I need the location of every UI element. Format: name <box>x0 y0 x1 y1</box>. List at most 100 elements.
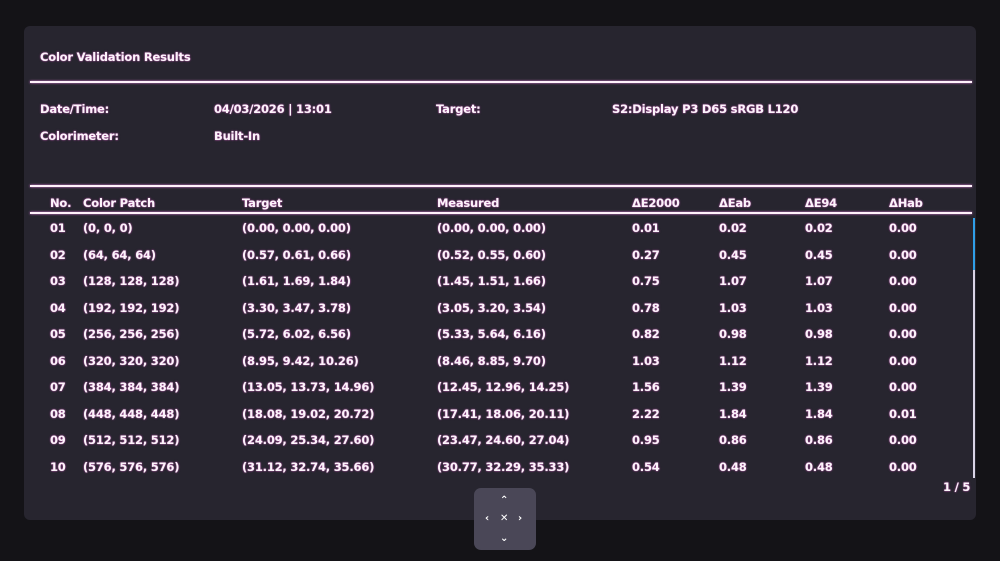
table-cell: (12.45, 12.96, 14.25) <box>437 380 570 394</box>
table-cell: 1.12 <box>719 353 747 368</box>
table-cell: 2.22 <box>632 406 660 421</box>
table-cell: 0.00 <box>889 459 917 474</box>
table-cell: (8.46, 8.85, 9.70) <box>437 353 546 368</box>
table-cell: 0.54 <box>632 459 660 474</box>
table-cell: (320, 320, 320) <box>83 353 180 368</box>
joystick-navigation-icon[interactable]: ⌃ ⌄ ‹ › ✕ <box>474 488 536 550</box>
column-header: Measured <box>437 196 500 210</box>
table-row: 01 (0, 0, 0) (0.00, 0.00, 0.00) (0.00, 0.00… <box>24 221 976 247</box>
table-cell: (30.77, 32.29, 35.33) <box>437 459 570 474</box>
table-cell: (1.61, 1.69, 1.84) <box>242 274 351 288</box>
results-panel: Color Validation Results Date/Time: 04/0… <box>24 26 976 520</box>
table-row: 10 (576, 576, 576) (31.12, 32.74, 35.66) (3… <box>24 460 976 486</box>
table-cell: 04 <box>50 300 66 315</box>
table-cell: 0.02 <box>805 221 833 235</box>
table-cell: 0.27 <box>632 247 660 262</box>
table-cell: (64, 64, 64) <box>83 247 156 262</box>
scrollbar[interactable] <box>973 218 975 478</box>
table-cell: 0.98 <box>719 327 747 341</box>
table-cell: (24.09, 25.34, 27.60) <box>242 433 375 447</box>
table-row: 08 (448, 448, 448) (18.08, 19.02, 20.72) (1… <box>24 407 976 433</box>
datetime-value: 04/03/2026 | 13:01 <box>214 102 332 116</box>
column-header: ΔE94 <box>805 196 837 210</box>
table-row: 02 (64, 64, 64) (0.57, 0.61, 0.66) (0.52, 0… <box>24 248 976 274</box>
table-cell: (512, 512, 512) <box>83 433 180 447</box>
table-cell: (192, 192, 192) <box>83 300 180 315</box>
table-cell: 0.86 <box>805 433 833 447</box>
table-cell: 0.86 <box>719 433 747 447</box>
table-cell: 07 <box>50 380 66 394</box>
table-cell: 0.01 <box>632 221 660 235</box>
table-cell: 0.82 <box>632 327 660 341</box>
table-cell: 0.78 <box>632 300 660 315</box>
column-header: ΔHab <box>889 196 923 210</box>
scrollbar-thumb[interactable] <box>973 218 975 270</box>
page-title: Color Validation Results <box>40 50 191 64</box>
table-cell: 08 <box>50 406 66 421</box>
divider <box>30 212 972 214</box>
column-header: Target <box>242 196 283 210</box>
target-value: S2:Display P3 D65 sRGB L120 <box>612 102 799 116</box>
target-label: Target: <box>436 102 481 116</box>
table-cell: 1.03 <box>719 300 747 315</box>
table-row: 06 (320, 320, 320) (8.95, 9.42, 10.26) (8.4… <box>24 354 976 380</box>
table-cell: (0, 0, 0) <box>83 221 133 235</box>
table-cell: 1.12 <box>805 353 833 368</box>
table-cell: 1.39 <box>805 380 833 394</box>
table-cell: (8.95, 9.42, 10.26) <box>242 353 359 368</box>
table-cell: (23.47, 24.60, 27.04) <box>437 433 570 447</box>
column-header: No. <box>50 196 72 210</box>
table-cell: 09 <box>50 433 66 447</box>
table-cell: (3.05, 3.20, 3.54) <box>437 300 546 315</box>
table-cell: (0.00, 0.00, 0.00) <box>437 221 546 235</box>
table-cell: 0.00 <box>889 300 917 315</box>
table-cell: 0.48 <box>719 459 747 474</box>
table-cell: (17.41, 18.06, 20.11) <box>437 406 570 421</box>
table-cell: (256, 256, 256) <box>83 327 180 341</box>
table-cell: (1.45, 1.51, 1.66) <box>437 274 546 288</box>
table-row: 07 (384, 384, 384) (13.05, 13.73, 14.96) (1… <box>24 380 976 406</box>
table-cell: 10 <box>50 459 66 474</box>
table-cell: 0.45 <box>805 247 833 262</box>
table-cell: (384, 384, 384) <box>83 380 180 394</box>
table-cell: 0.75 <box>632 274 660 288</box>
colorimeter-value: Built-In <box>214 129 260 143</box>
table-cell: (0.00, 0.00, 0.00) <box>242 221 351 235</box>
page-indicator: 1 / 5 <box>943 480 971 494</box>
table-cell: (5.72, 6.02, 6.56) <box>242 327 351 341</box>
table-cell: 0.02 <box>719 221 747 235</box>
table-cell: 1.84 <box>805 406 833 421</box>
table-cell: 1.39 <box>719 380 747 394</box>
table-cell: (18.08, 19.02, 20.72) <box>242 406 375 421</box>
table-cell: 02 <box>50 247 66 262</box>
table-cell: (5.33, 5.64, 6.16) <box>437 327 546 341</box>
table-cell: 0.95 <box>632 433 660 447</box>
table-cell: (13.05, 13.73, 14.96) <box>242 380 375 394</box>
table-cell: 0.00 <box>889 433 917 447</box>
table-cell: (0.52, 0.55, 0.60) <box>437 247 546 262</box>
table-row: 09 (512, 512, 512) (24.09, 25.34, 27.60) (2… <box>24 433 976 459</box>
table-cell: 0.00 <box>889 353 917 368</box>
column-header: ΔEab <box>719 196 751 210</box>
table-cell: 1.56 <box>632 380 660 394</box>
table-cell: 1.07 <box>719 274 747 288</box>
table-cell: (0.57, 0.61, 0.66) <box>242 247 351 262</box>
table-cell: 0.00 <box>889 247 917 262</box>
divider <box>30 81 972 83</box>
column-header: Color Patch <box>83 196 156 210</box>
table-row: 05 (256, 256, 256) (5.72, 6.02, 6.56) (5.33… <box>24 327 976 353</box>
table-cell: 01 <box>50 221 66 235</box>
table-row: 03 (128, 128, 128) (1.61, 1.69, 1.84) (1.45… <box>24 274 976 300</box>
table-cell: 0.00 <box>889 221 917 235</box>
table-cell: 0.01 <box>889 406 917 421</box>
table-cell: (3.30, 3.47, 3.78) <box>242 300 351 315</box>
table-cell: 03 <box>50 274 66 288</box>
table-cell: 0.98 <box>805 327 833 341</box>
table-row: 04 (192, 192, 192) (3.30, 3.47, 3.78) (3.05… <box>24 301 976 327</box>
table-cell: 0.45 <box>719 247 747 262</box>
table-cell: (576, 576, 576) <box>83 459 180 474</box>
column-header: ΔE2000 <box>632 196 680 210</box>
table-cell: 05 <box>50 327 66 341</box>
colorimeter-label: Colorimeter: <box>40 129 119 143</box>
table-cell: 0.00 <box>889 380 917 394</box>
